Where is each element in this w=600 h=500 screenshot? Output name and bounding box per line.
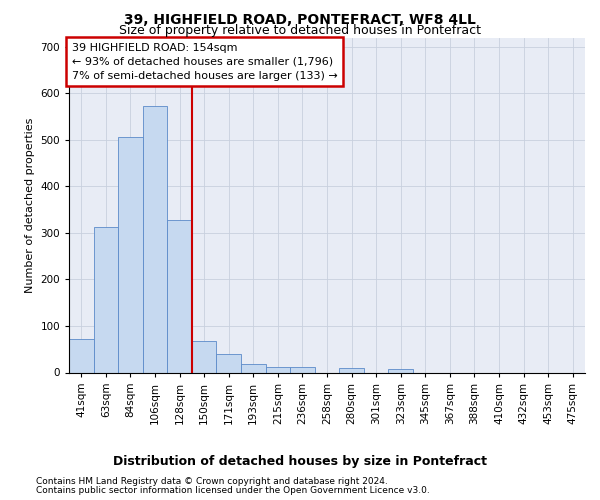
Bar bbox=[94, 228, 118, 372]
Bar bbox=[266, 367, 290, 372]
Y-axis label: Number of detached properties: Number of detached properties bbox=[25, 118, 35, 292]
Text: Contains public sector information licensed under the Open Government Licence v3: Contains public sector information licen… bbox=[36, 486, 430, 495]
Text: 39 HIGHFIELD ROAD: 154sqm
← 93% of detached houses are smaller (1,796)
7% of sem: 39 HIGHFIELD ROAD: 154sqm ← 93% of detac… bbox=[71, 42, 337, 80]
Bar bbox=[339, 368, 364, 372]
Bar bbox=[241, 364, 266, 372]
Text: 39, HIGHFIELD ROAD, PONTEFRACT, WF8 4LL: 39, HIGHFIELD ROAD, PONTEFRACT, WF8 4LL bbox=[124, 12, 476, 26]
Text: Distribution of detached houses by size in Pontefract: Distribution of detached houses by size … bbox=[113, 455, 487, 468]
Bar bbox=[118, 136, 143, 372]
Bar bbox=[388, 369, 413, 372]
Bar bbox=[290, 367, 315, 372]
Bar bbox=[143, 106, 167, 372]
Bar bbox=[217, 354, 241, 372]
Bar bbox=[69, 339, 94, 372]
Text: Contains HM Land Registry data © Crown copyright and database right 2024.: Contains HM Land Registry data © Crown c… bbox=[36, 477, 388, 486]
Text: Size of property relative to detached houses in Pontefract: Size of property relative to detached ho… bbox=[119, 24, 481, 37]
Bar bbox=[192, 342, 217, 372]
Bar bbox=[167, 220, 192, 372]
